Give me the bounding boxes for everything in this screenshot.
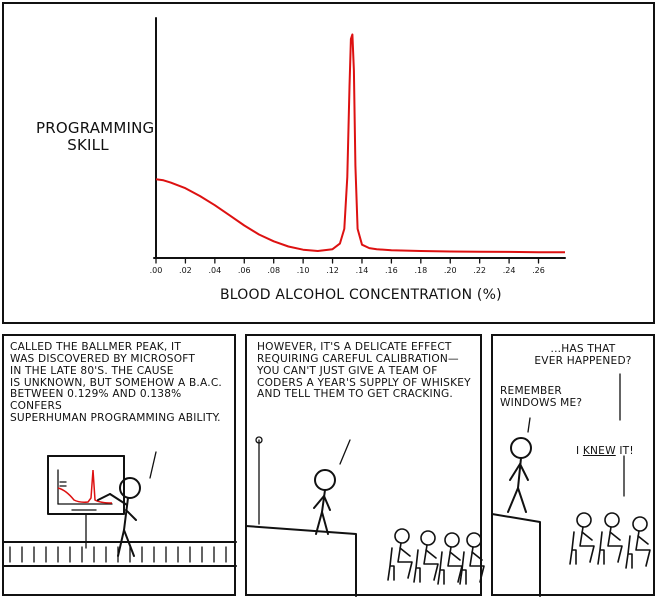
audience-group <box>387 528 485 585</box>
x-tick-label: .04 <box>208 266 221 275</box>
audience-member <box>413 530 439 583</box>
panel4-question: ...HAS THAT EVER HAPPENED? <box>534 343 632 367</box>
panel3-caption: HOWEVER, IT'S A DELICATE EFFECT REQUIRIN… <box>257 341 471 401</box>
x-tick-label: .24 <box>503 266 516 275</box>
x-tick-label: .08 <box>267 266 280 275</box>
x-tick-label: .26 <box>532 266 545 275</box>
panel2-caption: CALLED THE BALLMER PEAK, IT WAS DISCOVER… <box>10 341 222 425</box>
x-tick-label: .16 <box>385 266 398 275</box>
x-tick-label: .06 <box>238 266 251 275</box>
chart-plot: .00 .02 .04 .06 .08 .10 .12 .14 .16 .18 .20 .22 .24.… <box>150 17 566 275</box>
audience-member <box>597 512 623 565</box>
ballmer-curve <box>155 33 565 254</box>
x-ticks: .00 .02 .04 .06 .08 .10 .12 .14 .16 .18 .20 .22 .24.… <box>150 257 545 275</box>
x-tick-label: .18 <box>414 266 427 275</box>
y-axis-label: PROGRAMMING SKILL <box>36 119 155 154</box>
chart-panel <box>2 2 655 324</box>
audience-member <box>625 516 651 569</box>
x-tick-label: .12 <box>326 266 339 275</box>
knew-pre: I <box>576 444 583 457</box>
audience-member <box>387 528 413 581</box>
audience-member <box>459 532 485 585</box>
x-tick-label: .14 <box>356 266 369 275</box>
x-tick-label: .02 <box>179 266 192 275</box>
knew-underlined: KNEW <box>582 444 616 457</box>
x-tick-label: .20 <box>444 266 457 275</box>
audience-group-2 <box>569 512 651 569</box>
audience-member <box>437 532 463 585</box>
x-tick-label: .00 <box>150 266 163 275</box>
panel4-remember: REMEMBER WINDOWS ME? <box>500 385 583 409</box>
panel4-knew-it: I KNEW IT! <box>576 434 634 458</box>
audience-member <box>569 512 595 565</box>
knew-post: IT! <box>615 444 634 457</box>
x-tick-label: .22 <box>473 266 486 275</box>
x-tick-label: .10 <box>297 266 310 275</box>
x-axis-label: BLOOD ALCOHOL CONCENTRATION (%) <box>220 287 502 303</box>
